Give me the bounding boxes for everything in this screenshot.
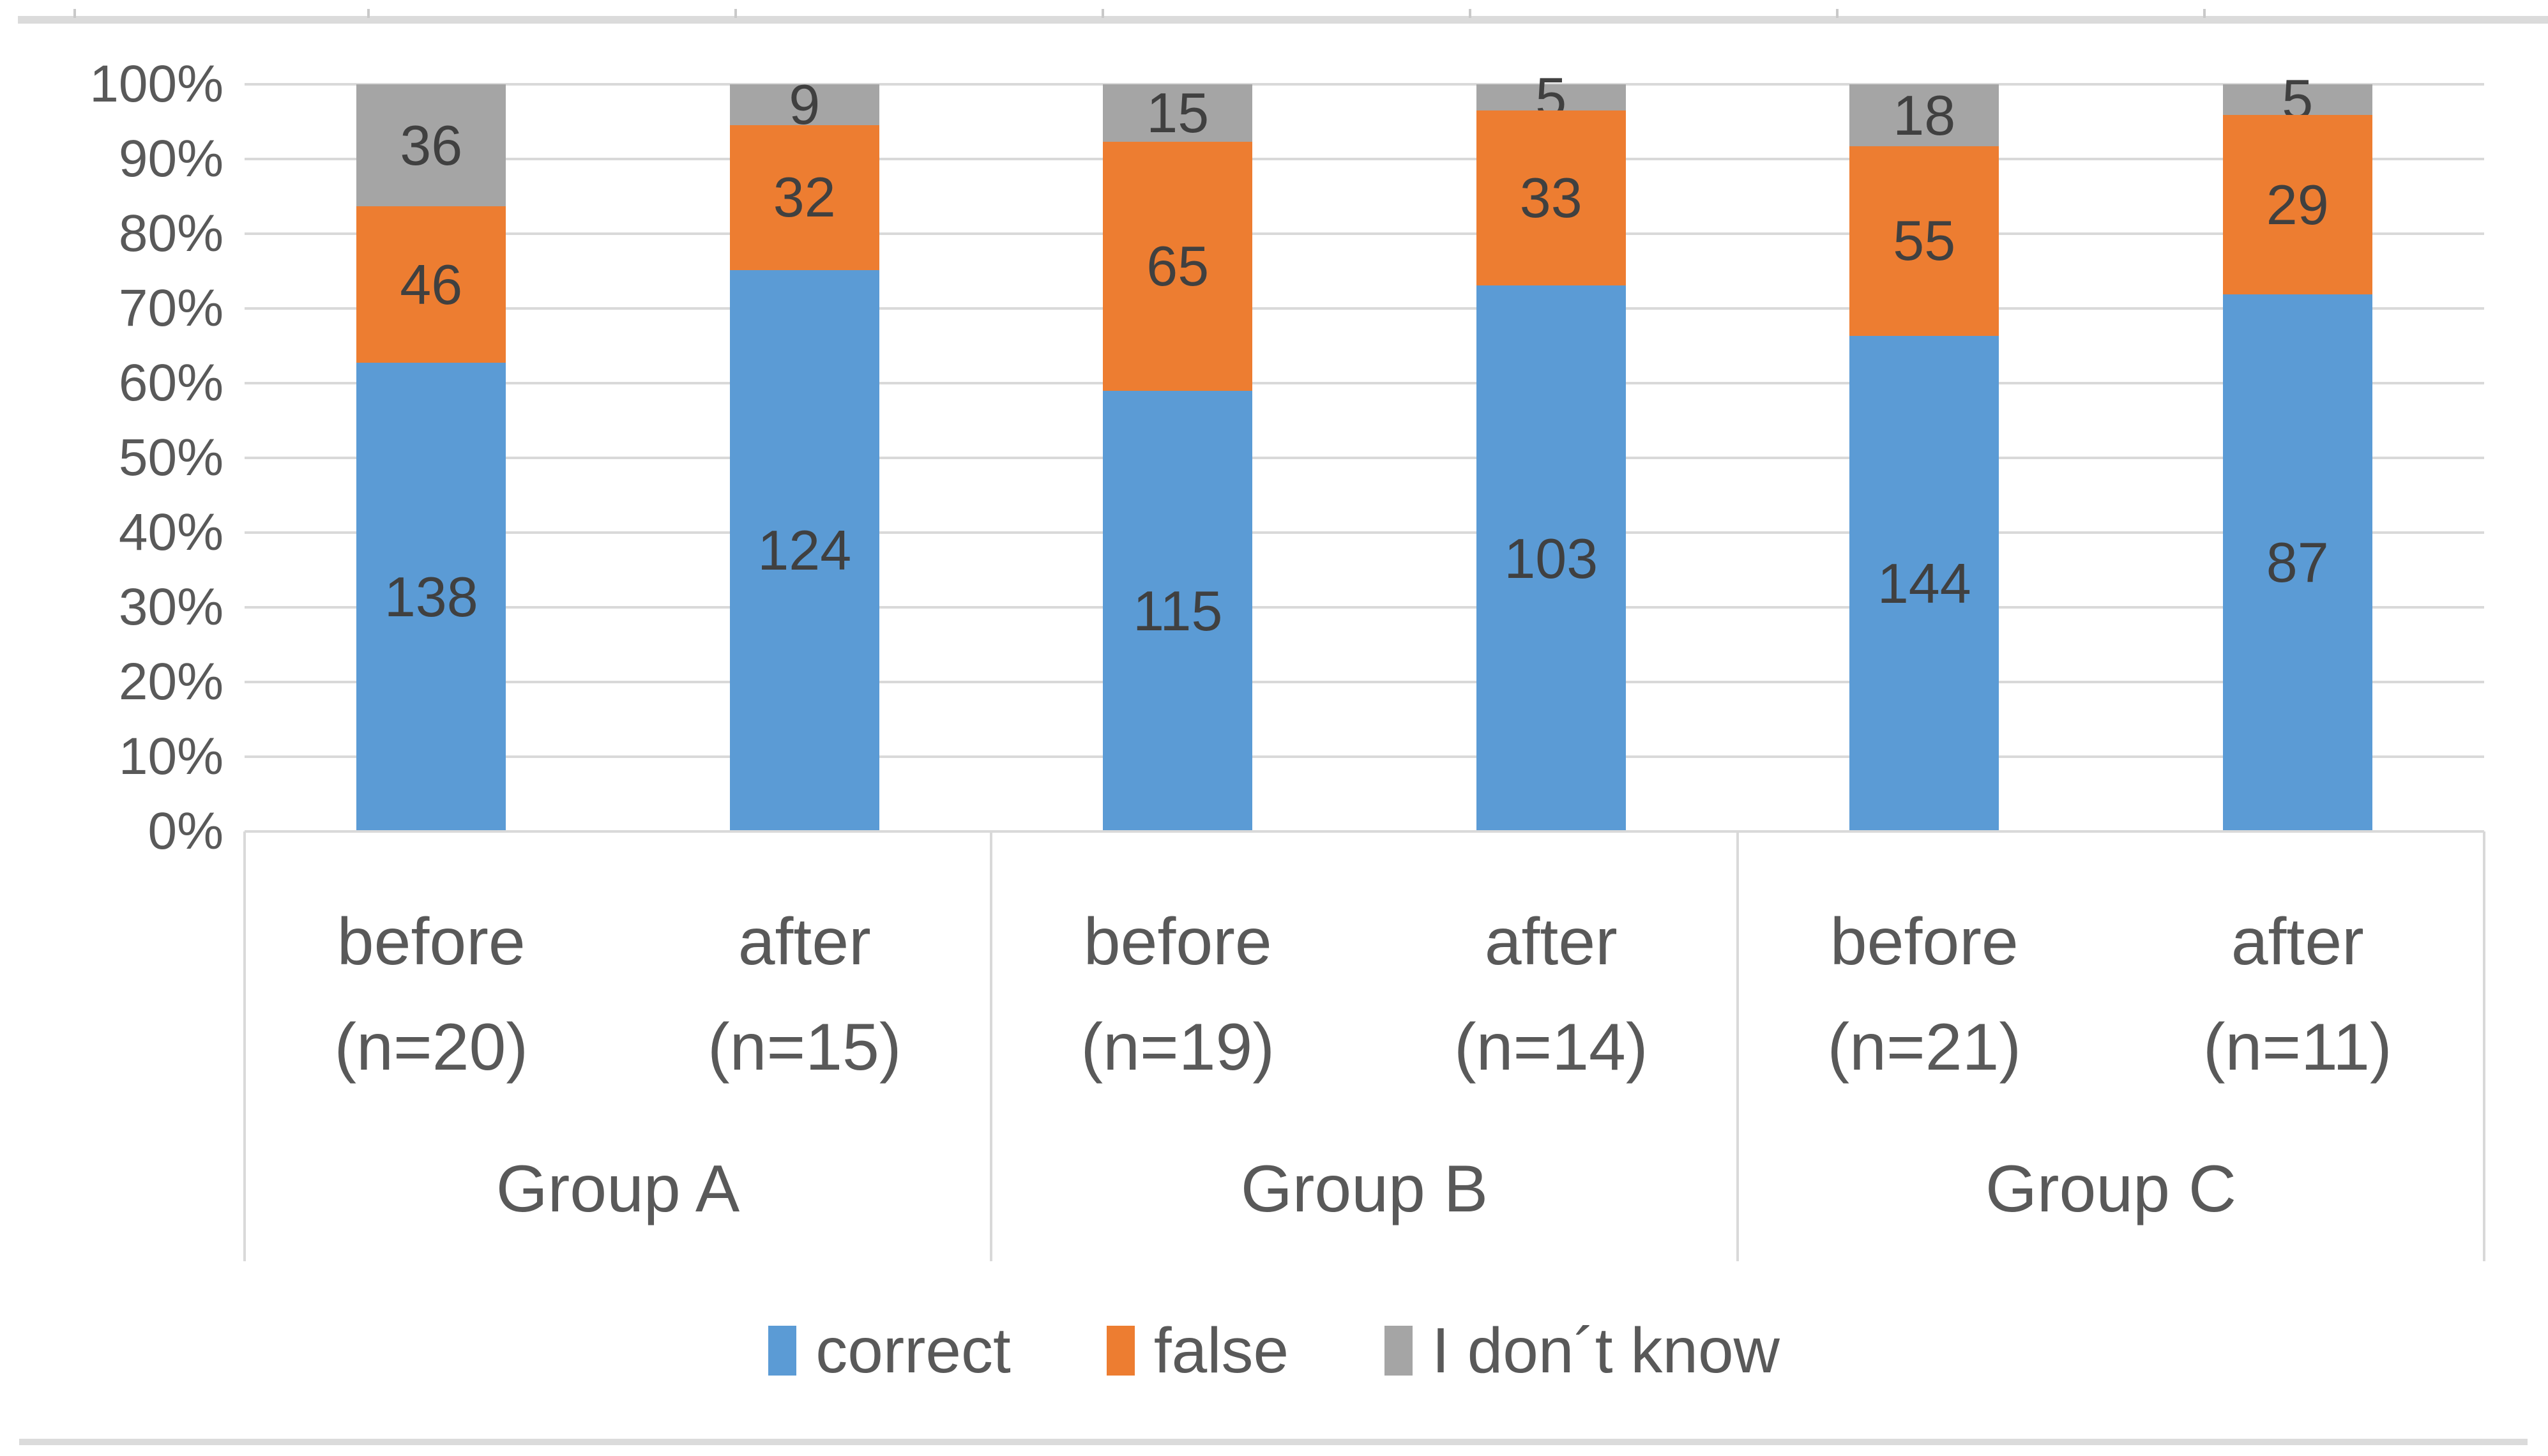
group-divider-line: [990, 831, 992, 1261]
legend-label: correct: [815, 1315, 1011, 1386]
data-label: 33: [1519, 166, 1582, 230]
category-label: before: [337, 905, 526, 979]
category-sublabel: (n=20): [334, 1010, 529, 1084]
legend-item-i-don´t-know[interactable]: I don´t know: [1384, 1316, 1780, 1386]
worksheet-column-tick: [1102, 9, 1104, 18]
bar-group-c-after-i-don´t-know-segment[interactable]: 5: [2222, 72, 2372, 128]
category-label: before: [1830, 905, 2019, 979]
bar-group-a-after-false-segment[interactable]: 32: [729, 125, 879, 270]
bar-group-b-after-i-don´t-know-segment[interactable]: 5: [1476, 69, 1626, 125]
bar-group-c-after-correct-segment[interactable]: 87: [2222, 294, 2372, 831]
y-axis-tick-label: 70%: [118, 279, 224, 337]
category-band-left-border: [243, 831, 246, 1261]
gridline: [245, 457, 2484, 459]
category-label: before: [1083, 905, 1272, 979]
y-axis-tick-label: 80%: [118, 204, 224, 262]
data-label: 124: [757, 519, 852, 582]
gridline: [245, 531, 2484, 534]
worksheet-column-tick: [734, 9, 737, 18]
data-label: 29: [2266, 172, 2329, 236]
gridline: [245, 83, 2484, 86]
chart-legend: correct false I don´t know: [0, 1316, 2548, 1386]
category-band-top-border: [245, 830, 2484, 833]
bar-group-b-after-correct-segment[interactable]: 103: [1476, 285, 1626, 831]
y-axis-tick-label: 10%: [118, 727, 224, 785]
legend-label: I don´t know: [1432, 1315, 1780, 1386]
data-label: 36: [400, 113, 463, 177]
y-axis-tick-label: 20%: [118, 653, 224, 711]
y-axis-tick-label: 50%: [118, 428, 224, 487]
y-axis-tick-label: 0%: [148, 802, 224, 860]
worksheet-column-tick: [367, 9, 370, 18]
worksheet-bottom-edge: [19, 1439, 2528, 1445]
gridline: [245, 606, 2484, 609]
data-label: 46: [400, 252, 463, 316]
data-label: 55: [1893, 209, 1956, 273]
group-label: Group A: [496, 1152, 740, 1226]
data-label: 9: [789, 72, 821, 136]
worksheet-column-tick: [1469, 9, 1471, 18]
data-label: 138: [384, 565, 478, 629]
bar-group-a-after-i-don´t-know-segment[interactable]: 9: [729, 76, 879, 132]
bar-group-a-before-false-segment[interactable]: 46: [356, 206, 506, 363]
bar-group-a-before-i-don´t-know-segment[interactable]: 36: [356, 84, 506, 207]
bar-group-c-before-i-don´t-know-segment[interactable]: 18: [1849, 83, 1999, 147]
legend-swatch: [768, 1326, 797, 1376]
worksheet-column-tick: [2203, 9, 2206, 18]
gridline: [245, 681, 2484, 683]
data-label: 18: [1893, 83, 1956, 147]
worksheet-top-edge: [18, 16, 2548, 24]
worksheet-column-tick: [1836, 9, 1839, 18]
bar-group-c-before-false-segment[interactable]: 55: [1849, 146, 1999, 336]
data-label: 144: [1877, 551, 1971, 615]
bar-group-a-before-correct-segment[interactable]: 138: [356, 363, 506, 831]
y-axis-tick-label: 40%: [118, 503, 224, 561]
category-band-right-border: [2483, 831, 2485, 1261]
legend-label: false: [1153, 1315, 1289, 1386]
category-label: after: [1484, 905, 1618, 979]
group-divider-line: [1736, 831, 1739, 1261]
data-label: 65: [1146, 234, 1210, 298]
legend-item-correct[interactable]: correct: [768, 1316, 1011, 1386]
category-sublabel: (n=14): [1453, 1010, 1648, 1084]
category-label: after: [2231, 905, 2364, 979]
legend-swatch: [1106, 1326, 1135, 1376]
gridline: [245, 232, 2484, 235]
y-axis-tick-label: 30%: [118, 578, 224, 636]
y-axis-tick-label: 90%: [118, 130, 224, 188]
bar-group-b-before-i-don´t-know-segment[interactable]: 15: [1103, 81, 1253, 144]
data-label: 15: [1146, 81, 1210, 144]
gridline: [245, 307, 2484, 310]
data-label: 87: [2266, 531, 2329, 595]
bar-group-b-after-false-segment[interactable]: 33: [1476, 110, 1626, 286]
category-sublabel: (n=21): [1827, 1010, 2022, 1084]
category-sublabel: (n=15): [707, 1010, 902, 1084]
legend-swatch: [1384, 1326, 1413, 1376]
bar-group-c-before-correct-segment[interactable]: 144: [1849, 335, 1999, 831]
legend-item-false[interactable]: false: [1106, 1315, 1289, 1386]
category-label: after: [738, 905, 871, 979]
gridline: [245, 158, 2484, 160]
data-label: 32: [773, 165, 836, 229]
data-label: 103: [1504, 526, 1598, 590]
bar-group-c-after-false-segment[interactable]: 29: [2222, 115, 2372, 294]
worksheet-column-tick: [73, 9, 76, 18]
group-label: Group B: [1240, 1152, 1489, 1226]
group-label: Group C: [1985, 1152, 2237, 1226]
gridline: [245, 755, 2484, 758]
bar-group-a-after-correct-segment[interactable]: 124: [729, 269, 879, 831]
y-axis-tick-label: 60%: [118, 354, 224, 412]
bar-group-b-before-false-segment[interactable]: 65: [1103, 142, 1253, 391]
y-axis-tick-label: 100%: [89, 55, 224, 113]
data-label: 115: [1133, 579, 1223, 642]
category-sublabel: (n=19): [1081, 1010, 1275, 1084]
gridline: [245, 382, 2484, 384]
bar-group-b-before-correct-segment[interactable]: 115: [1103, 391, 1253, 831]
category-sublabel: (n=11): [2203, 1010, 2392, 1084]
